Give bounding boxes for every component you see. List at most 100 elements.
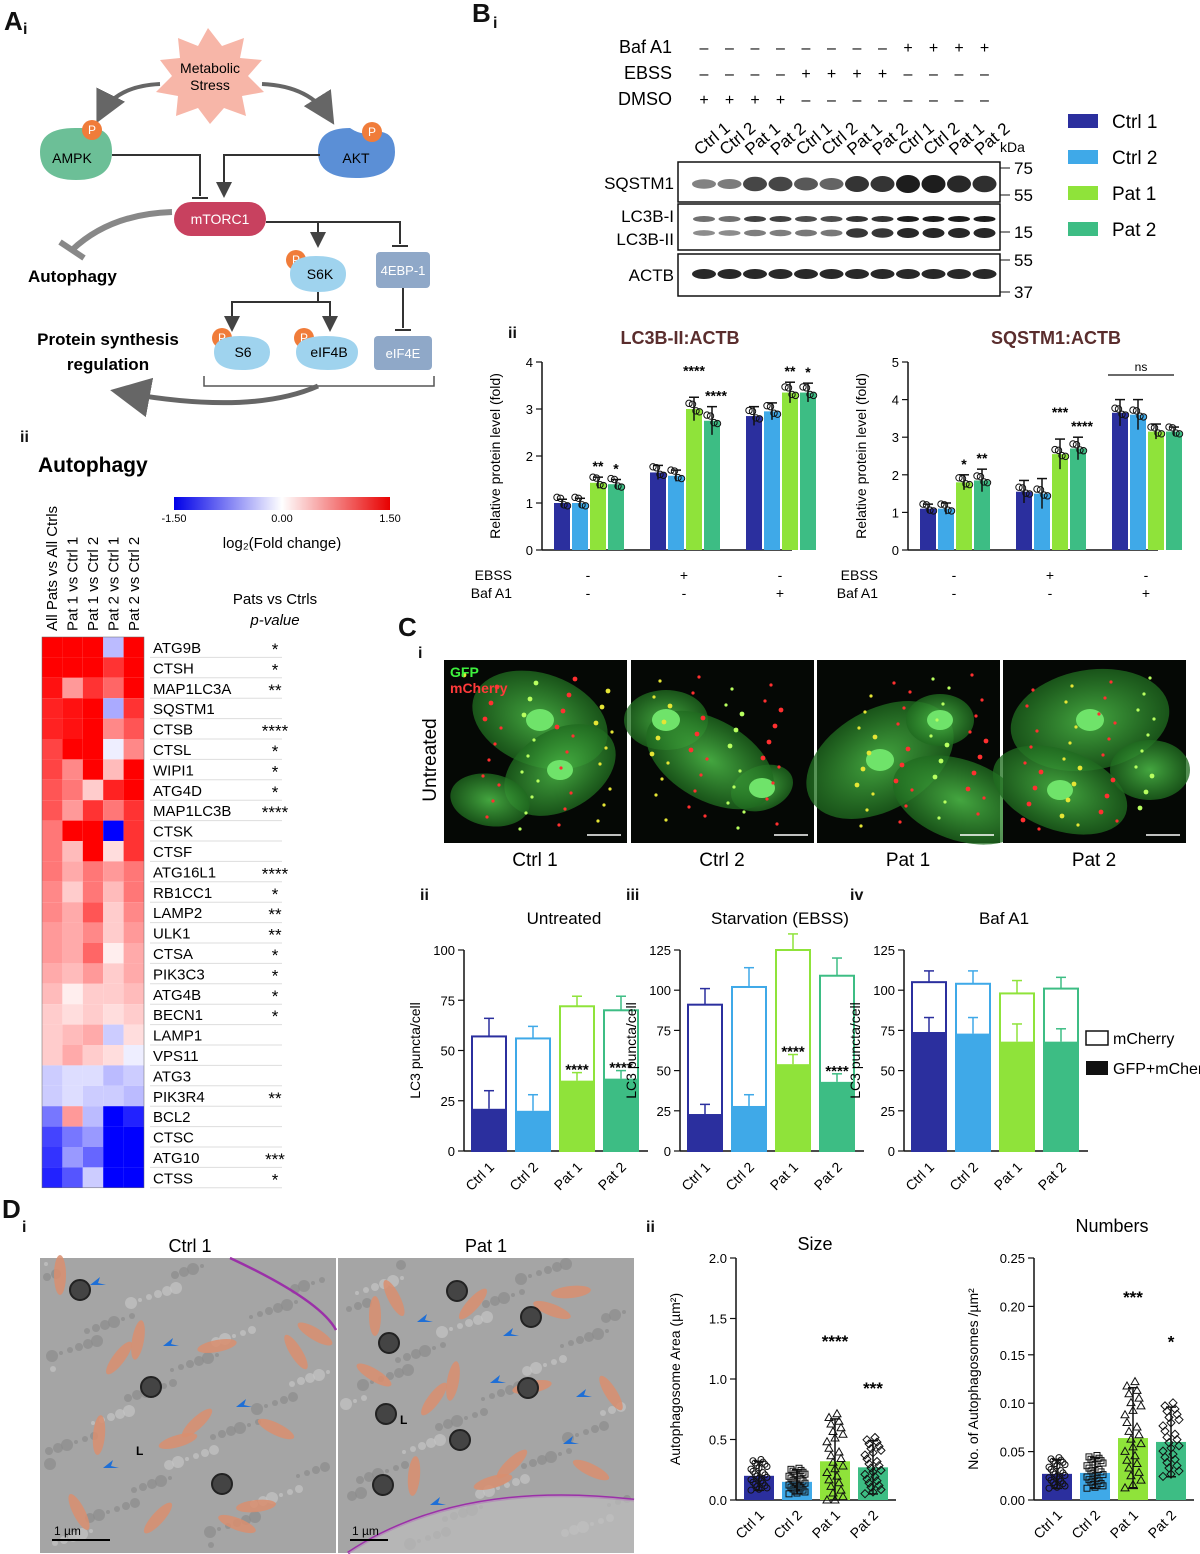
band-lc3b-ii (769, 229, 792, 237)
nucleus (526, 709, 554, 731)
heatmap-cell (123, 739, 144, 760)
data-point (838, 1460, 848, 1470)
em-texture (218, 1430, 226, 1438)
data-point (1134, 1429, 1144, 1439)
em-texture (45, 1447, 53, 1455)
em-texture (272, 1400, 278, 1406)
data-point (763, 402, 771, 410)
heatmap-cell (103, 657, 124, 678)
puncta (687, 805, 691, 809)
marker-55b: 55 (1014, 251, 1033, 270)
puncta (1140, 749, 1144, 753)
data-point (1095, 1465, 1103, 1473)
y-tick-label: 1 (526, 496, 533, 511)
pval-header-2: p-value (249, 612, 299, 629)
heatmap-cell (42, 1065, 63, 1086)
x-tick-label: Ctrl 2 (946, 1159, 981, 1194)
arrow-marker (576, 1389, 592, 1397)
band-actb (896, 269, 920, 279)
heatmap-cell (103, 943, 124, 964)
heatmap-cell (42, 657, 63, 678)
puncta (691, 691, 695, 695)
data-point (834, 1446, 844, 1456)
mtorc1-label: mTORC1 (191, 211, 250, 227)
em-texture (353, 1399, 357, 1403)
band-lc3b-ii (973, 228, 996, 238)
heatmap-pvalue: ** (268, 905, 282, 924)
data-point (1061, 1461, 1069, 1469)
sample-legend: Ctrl 1 Ctrl 2 Pat 1 Pat 2 (1068, 112, 1157, 241)
em-texture (75, 1343, 83, 1351)
em-texture (84, 1328, 90, 1334)
em-texture (473, 1315, 483, 1325)
x-tick-label: Pat 1 (767, 1159, 802, 1194)
blot-treatment-rows: Baf A1– – – – – – – – + + + +EBSS – – – – + + + + – – – –DMSO + +… (618, 37, 989, 109)
heatmap-cell (82, 820, 104, 841)
puncta (971, 770, 977, 776)
puncta (1038, 769, 1044, 775)
puncta (902, 706, 906, 710)
heatmap-cell (62, 657, 83, 678)
x-tick-label: Ctrl 1 (462, 1159, 497, 1194)
treatment-sign: – (827, 92, 836, 109)
heatmap-cell (82, 657, 104, 678)
data-point (1057, 1456, 1065, 1464)
puncta (1062, 757, 1066, 761)
legend-open-swatch (1085, 1030, 1109, 1046)
puncta (854, 782, 860, 788)
heatmap-cell (103, 902, 124, 923)
treatment-sign: + (852, 66, 861, 83)
puncta (1059, 813, 1065, 819)
data-point (919, 500, 927, 508)
em-texture (132, 1390, 142, 1400)
nucleus (927, 710, 953, 730)
treatment-sign: – (929, 66, 938, 83)
heatmap-cell (62, 1004, 83, 1025)
puncta (910, 788, 914, 792)
bar (938, 508, 954, 550)
puncta (688, 747, 694, 753)
y-axis-label: LC3 puncta/cell (407, 1002, 423, 1099)
label-A: A (4, 6, 23, 36)
mitochondrion (257, 1418, 295, 1440)
treatment-sign: – (904, 66, 913, 83)
label-D: D (2, 1194, 21, 1224)
x-tick-label: Ctrl 1 (902, 1159, 937, 1194)
heatmap-cell (42, 800, 63, 821)
band-sqstm1 (972, 175, 997, 193)
em-texture (326, 1370, 330, 1374)
treatment-sign: + (827, 66, 836, 83)
em-texture (355, 1487, 367, 1499)
heatmap-gene-label: LAMP2 (153, 905, 202, 922)
puncta (943, 800, 947, 804)
data-point (1059, 1480, 1067, 1488)
puncta (703, 814, 707, 818)
em-texture (481, 1311, 493, 1323)
significance-label: **** (1071, 418, 1093, 434)
mitochondrion (551, 1285, 591, 1299)
scale-bar-label: 1 µm (54, 1524, 81, 1538)
y-tick-label: 2 (526, 449, 533, 464)
em-texture (480, 1408, 488, 1416)
data-point (980, 478, 988, 486)
autophagosome (517, 1377, 539, 1399)
data-point (1114, 405, 1123, 413)
em-texture (394, 1368, 404, 1378)
y-tick-label: 100 (873, 983, 895, 998)
blot-protein-labels: SQSTM1 LC3B-I LC3B-II ACTB (604, 174, 674, 285)
heatmap-pvalue: * (272, 660, 279, 679)
data-point (1051, 1460, 1059, 1468)
metabolic-stress-label: Metabolic Stress (180, 60, 240, 93)
data-point (1136, 412, 1144, 420)
heatmap-cell (103, 922, 124, 943)
puncta (859, 824, 863, 828)
puncta (898, 820, 902, 824)
arrow-marker (563, 1436, 579, 1444)
treatment-sign: – (802, 40, 811, 57)
band-actb (921, 269, 946, 279)
data-point (759, 1469, 767, 1477)
data-point (1045, 1463, 1053, 1471)
puncta (760, 755, 766, 761)
heatmap-cell (62, 1085, 83, 1107)
treatment-sign: – (751, 40, 760, 57)
